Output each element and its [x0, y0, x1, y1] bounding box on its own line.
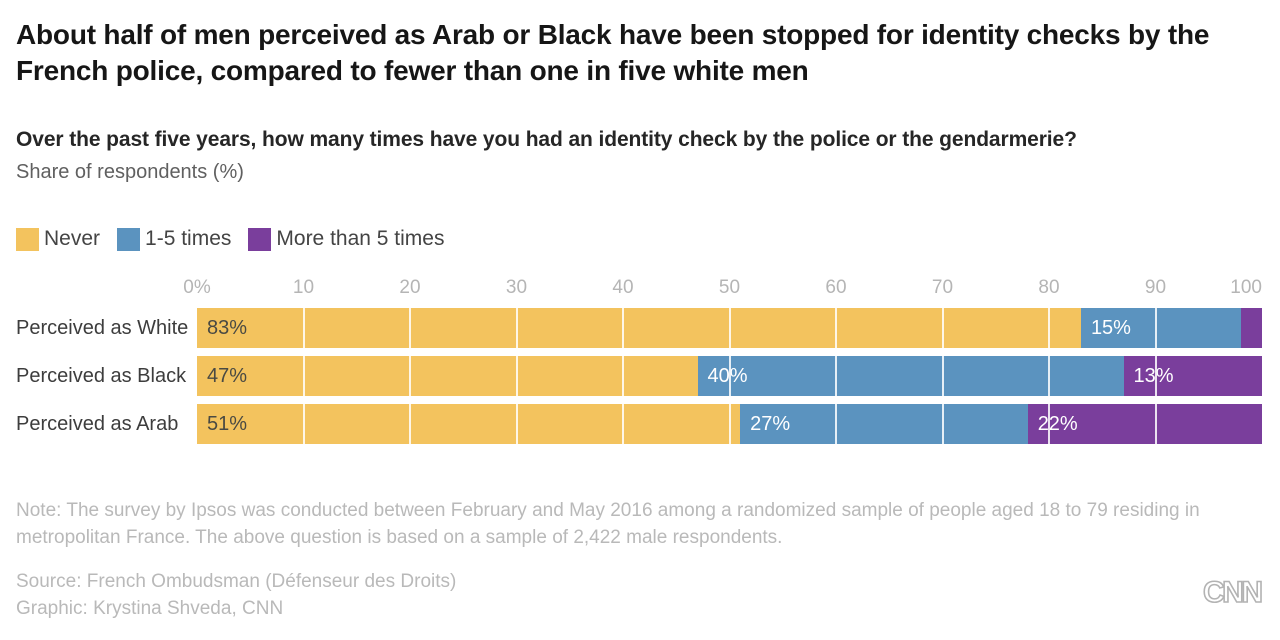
gridline [409, 356, 411, 396]
row-label: Perceived as White [16, 317, 189, 339]
gridline [728, 404, 731, 444]
legend-item: More than 5 times [248, 227, 444, 251]
cnn-logo: CNN [1202, 575, 1264, 610]
gridline [409, 404, 411, 444]
gridline [835, 356, 837, 396]
gridline [515, 404, 518, 444]
bar-segment-never: 83% [197, 308, 1081, 348]
legend-swatch [248, 227, 272, 251]
bar-segment-more-than-5-times: 22% [1027, 404, 1262, 444]
segment-value-label: 27% [750, 413, 791, 435]
chart-unit-label: Share of respondents (%) [16, 161, 244, 183]
segment-value-label: 13% [1133, 365, 1174, 387]
x-axis-tick: 20 [399, 277, 421, 298]
bar-track: 51% 27% 22% [197, 404, 1262, 444]
x-axis-tick: 80 [1038, 277, 1060, 298]
gridline [728, 308, 731, 348]
legend-label: 1-5 times [145, 227, 232, 250]
gridline [409, 308, 411, 348]
x-axis-tick: 30 [505, 277, 528, 298]
gridline [1154, 308, 1157, 348]
legend-label: More than 5 times [276, 227, 445, 250]
bar-track: 83% 15% [197, 308, 1262, 348]
page-title: About half of men perceived as Arab or B… [16, 19, 1210, 86]
gridline [1048, 356, 1050, 396]
gridline [515, 308, 518, 348]
gridline [302, 308, 305, 348]
x-axis-tick: 50 [718, 277, 741, 298]
x-axis-tick: 60 [825, 277, 847, 298]
legend-swatch [16, 227, 39, 251]
gridline [941, 308, 944, 348]
legend: Never 1-5 times More than 5 times [16, 227, 444, 251]
legend-swatch [117, 227, 141, 251]
note-text: Note: The survey by Ipsos was conducted … [16, 500, 1200, 548]
bar-segment-1-5-times: 15% [1080, 308, 1241, 348]
gridline [1154, 356, 1157, 396]
chart-row: Perceived as Arab 51% 27% 22% [0, 404, 1280, 444]
x-axis-tick: 90 [1144, 277, 1167, 298]
gridline [302, 404, 305, 444]
gridline [515, 356, 518, 396]
gridline [622, 404, 624, 444]
bar-segment-more-than-5-times: 13% [1123, 356, 1262, 396]
bar-segment-never: 47% [197, 356, 698, 396]
gridline [622, 356, 624, 396]
segment-value-label: 83% [207, 317, 248, 339]
segment-value-label: 47% [207, 365, 248, 387]
x-axis-tick: 10 [292, 277, 315, 298]
bar-segment-never: 51% [197, 404, 741, 444]
gridline [622, 308, 624, 348]
gridline [1048, 308, 1050, 348]
gridline [302, 356, 305, 396]
segment-value-label: 40% [707, 365, 748, 387]
x-axis-tick: 0% [183, 277, 211, 298]
gridline [835, 404, 837, 444]
chart-rows: Perceived as White 83% 15% Perceived as Bla… [0, 308, 1280, 452]
x-axis: 0% 10 20 30 40 50 60 70 80 90 100 [183, 277, 1262, 299]
bar-track: 47% 40% 13% [197, 356, 1262, 396]
legend-item: Never [16, 227, 100, 251]
gridline [941, 356, 944, 396]
row-label: Perceived as Arab [16, 413, 179, 435]
gridline [835, 308, 837, 348]
segment-value-label: 22% [1037, 413, 1078, 435]
row-label: Perceived as Black [16, 365, 187, 387]
bar-segment-1-5-times: 40% [697, 356, 1124, 396]
x-axis-tick: 40 [612, 277, 634, 298]
chart-row: Perceived as Black 47% 40% 13% [0, 356, 1280, 396]
cnn-logo-text: CNN [1203, 576, 1261, 609]
legend-label: Never [44, 227, 101, 250]
chart-question: Over the past five years, how many times… [16, 128, 1077, 151]
bar-segment-more-than-5-times [1240, 308, 1262, 348]
chart-row: Perceived as White 83% 15% [0, 308, 1280, 348]
gridline [1048, 404, 1050, 444]
source-text: Source: French Ombudsman (Défenseur des … [16, 571, 457, 592]
credit-text: Graphic: Krystina Shveda, CNN [16, 598, 284, 619]
x-axis-tick: 70 [931, 277, 954, 298]
legend-item: 1-5 times [117, 227, 231, 251]
bar-segment-1-5-times: 27% [740, 404, 1028, 444]
segment-value-label: 15% [1090, 317, 1131, 339]
gridline [1154, 404, 1157, 444]
gridline [728, 356, 731, 396]
gridline [941, 404, 944, 444]
segment-value-label: 51% [207, 413, 248, 435]
x-axis-tick: 100 [1230, 277, 1262, 298]
